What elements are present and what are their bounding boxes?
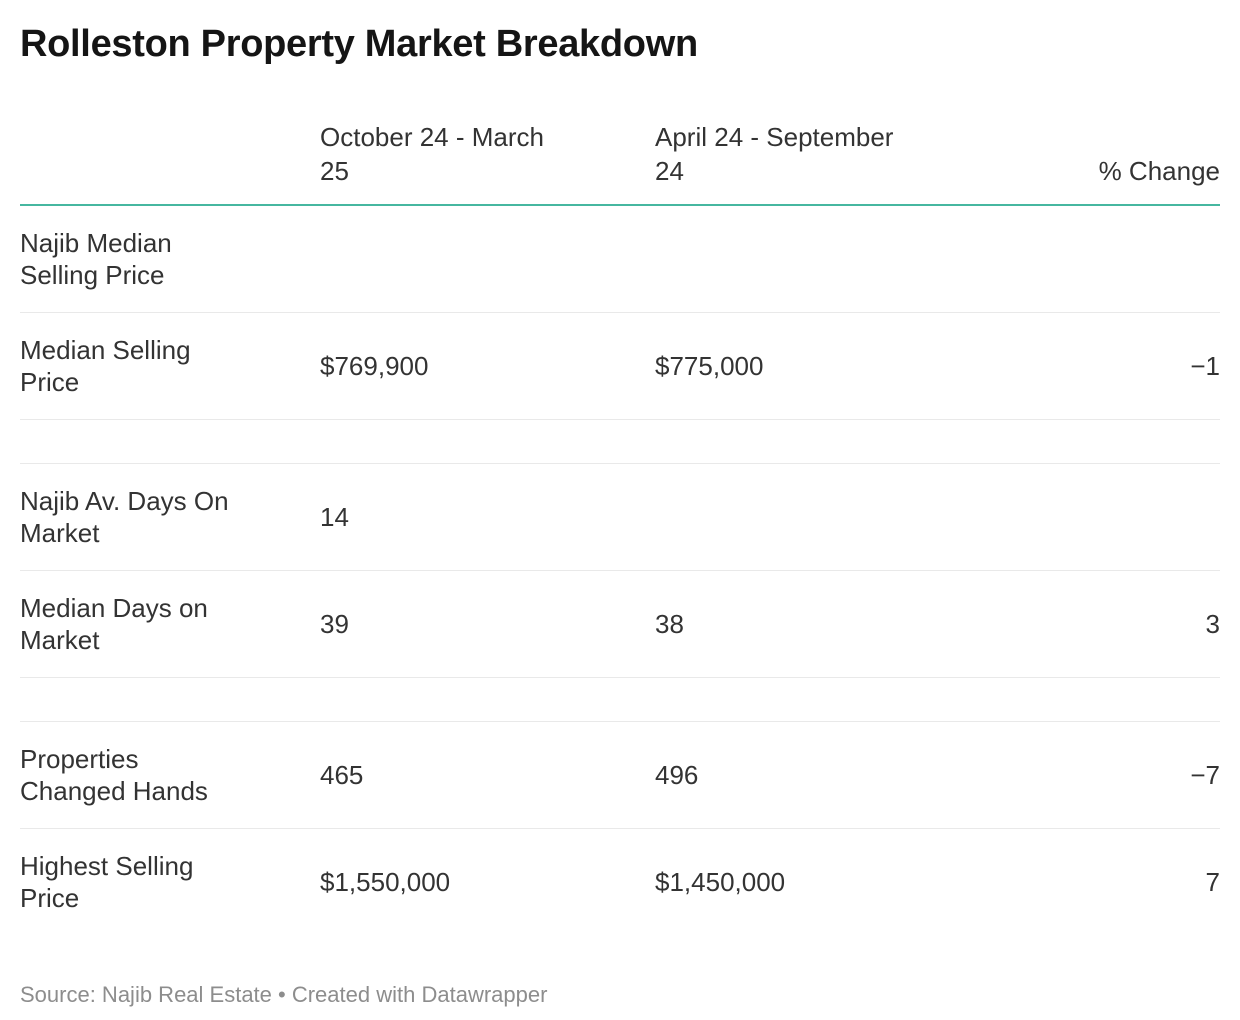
table-row-median-days-on-market: Median Days on Market 39 38 3 bbox=[20, 569, 1220, 677]
datawrapper-link[interactable]: Datawrapper bbox=[421, 981, 548, 1007]
period1-cell: 14 bbox=[320, 501, 349, 532]
table-body: Najib Median Selling Price Median Sellin… bbox=[20, 206, 1220, 935]
column-header-period2: April 24 - September 24 bbox=[655, 121, 894, 186]
source-text: Source: Najib Real Estate bbox=[20, 981, 272, 1007]
table-spacer-row bbox=[20, 676, 1220, 721]
column-header-change: % Change bbox=[1098, 155, 1220, 186]
period1-cell: $769,900 bbox=[320, 350, 429, 381]
period2-cell: 38 bbox=[655, 608, 684, 639]
period1-cell: 39 bbox=[320, 608, 349, 639]
period2-cell: 496 bbox=[655, 759, 699, 790]
footer: Source: Najib Real Estate • Created with… bbox=[20, 981, 1220, 1009]
change-cell: −7 bbox=[1190, 759, 1220, 790]
attribution-prefix: Created with bbox=[291, 981, 422, 1007]
change-cell: 3 bbox=[1205, 608, 1220, 639]
chart-title: Rolleston Property Market Breakdown bbox=[20, 23, 698, 65]
metric-cell: Highest Selling Price bbox=[20, 850, 194, 913]
metric-cell: Najib Av. Days On Market bbox=[20, 485, 229, 548]
metric-cell: Median Selling Price bbox=[20, 334, 191, 397]
table-row-highest-selling-price: Highest Selling Price $1,550,000 $1,450,… bbox=[20, 827, 1220, 935]
period1-cell: $1,550,000 bbox=[320, 866, 451, 897]
column-header-period1: October 24 - March 25 bbox=[320, 121, 544, 186]
change-cell: 7 bbox=[1205, 866, 1220, 897]
table-header-row: October 24 - March 25 April 24 - Septemb… bbox=[20, 120, 1220, 206]
metric-cell: Properties Changed Hands bbox=[20, 743, 208, 806]
footer-separator: • bbox=[271, 981, 292, 1007]
period2-cell: $1,450,000 bbox=[655, 866, 786, 897]
table-row-properties-changed-hands: Properties Changed Hands 465 496 −7 bbox=[20, 720, 1220, 828]
table-spacer-row bbox=[20, 418, 1220, 463]
table-row-najib-av-days-on-market: Najib Av. Days On Market 14 bbox=[20, 462, 1220, 570]
metric-cell: Median Days on Market bbox=[20, 592, 208, 655]
table-row-najib-median-selling-price: Najib Median Selling Price bbox=[20, 206, 1220, 312]
period1-cell: 465 bbox=[320, 759, 364, 790]
change-cell: −1 bbox=[1190, 350, 1220, 381]
period2-cell: $775,000 bbox=[655, 350, 764, 381]
table-row-median-selling-price: Median Selling Price $769,900 $775,000 −… bbox=[20, 311, 1220, 419]
metric-cell: Najib Median Selling Price bbox=[20, 227, 172, 290]
